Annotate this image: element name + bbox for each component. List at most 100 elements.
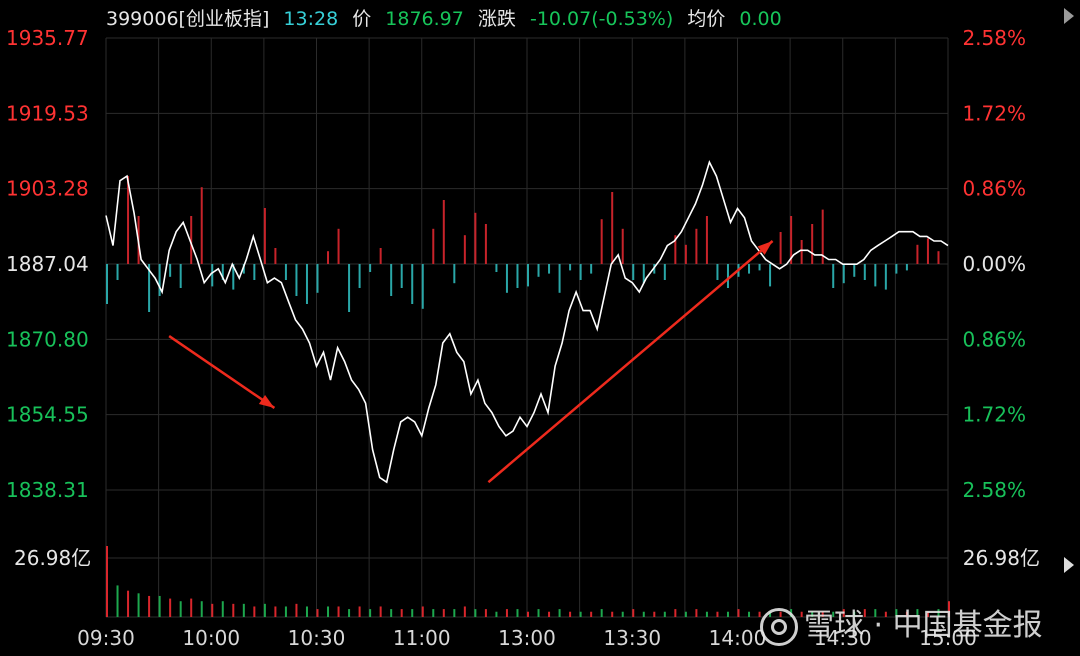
- volume-bar: [811, 611, 814, 617]
- volume-bar: [453, 609, 456, 617]
- diff-bar: [421, 264, 424, 309]
- diff-bar: [158, 264, 161, 296]
- right-tick-label: 0.00%: [962, 252, 1026, 276]
- volume-bar: [400, 609, 403, 617]
- volume-bar: [726, 611, 729, 617]
- diff-bar: [369, 264, 372, 272]
- avg-label: 均价: [687, 8, 726, 30]
- avg-value: 0.00: [739, 8, 782, 30]
- diff-bar: [537, 264, 540, 277]
- volume-bar: [611, 611, 614, 617]
- volume-bar: [684, 611, 687, 617]
- x-tick-label: 11:00: [393, 626, 451, 650]
- left-tick-label: 1887.04: [6, 252, 89, 276]
- price-label: 价: [352, 8, 372, 30]
- volume-bar: [842, 609, 845, 617]
- diff-bar: [779, 232, 782, 264]
- diff-bar: [926, 238, 929, 264]
- diff-bar: [190, 216, 193, 264]
- diff-bar: [569, 264, 572, 271]
- volume-bar: [137, 593, 140, 617]
- volume-bar: [705, 611, 708, 617]
- diff-bar: [148, 264, 151, 312]
- volume-bar: [495, 611, 498, 617]
- diff-bar: [832, 264, 835, 288]
- trend-arrow-head-icon: [757, 240, 773, 255]
- volume-bar: [937, 609, 940, 617]
- volume-bar: [442, 609, 445, 617]
- diff-bar: [253, 264, 256, 280]
- right-tick-label: 0.86%: [962, 177, 1026, 201]
- left-tick-label: 1870.80: [6, 327, 89, 351]
- volume-bar: [484, 609, 487, 617]
- quote-header: 399006[创业板指] 13:28 价 1876.97 涨跌 -10.07(-…: [106, 4, 790, 31]
- diff-bar: [663, 264, 666, 280]
- volume-bar: [621, 611, 624, 617]
- volume-bar: [916, 609, 919, 617]
- diff-bar: [684, 244, 687, 264]
- volume-bar: [874, 609, 877, 617]
- diff-bar: [590, 264, 593, 274]
- volume-max-label-left: 26.98亿: [14, 546, 91, 570]
- volume-bar: [642, 611, 645, 617]
- volume-bar: [242, 603, 245, 617]
- diff-bar: [716, 264, 719, 280]
- diff-bar: [790, 216, 793, 264]
- change-label: 涨跌: [477, 8, 516, 30]
- left-tick-label: 1838.31: [6, 478, 89, 502]
- snowball-logo-icon: [760, 607, 798, 646]
- volume-bar: [832, 611, 835, 617]
- watermark-text: 雪球 · 中国基金报: [804, 608, 1043, 643]
- diff-bar: [527, 264, 529, 287]
- diff-bar: [379, 248, 382, 264]
- x-tick-label: 10:00: [182, 626, 240, 650]
- diff-bar: [127, 176, 130, 264]
- volume-bar: [421, 606, 424, 617]
- diff-bar: [179, 264, 182, 288]
- diff-bar: [106, 264, 108, 304]
- volume-bar: [337, 606, 340, 617]
- volume-bar: [379, 606, 382, 617]
- diff-bar: [611, 192, 614, 264]
- volume-bar: [284, 606, 287, 617]
- diff-bar: [937, 251, 940, 264]
- volume-bar: [695, 609, 698, 617]
- diff-bar: [200, 187, 203, 264]
- diff-bar: [316, 264, 319, 293]
- diff-bar: [916, 244, 919, 264]
- volume-bar: [948, 601, 950, 617]
- diff-bar: [411, 264, 414, 304]
- volume-bar: [463, 606, 466, 617]
- volume-bar: [211, 603, 214, 617]
- volume-bar: [179, 601, 182, 617]
- diff-bar: [642, 264, 645, 284]
- diff-bar: [558, 264, 561, 293]
- volume-bar: [327, 606, 330, 617]
- expand-right-arrow-icon[interactable]: [1064, 557, 1074, 573]
- diff-bar: [295, 264, 298, 296]
- volume-bar: [106, 546, 108, 617]
- diff-bar: [442, 200, 445, 264]
- diff-bar: [516, 264, 519, 288]
- volume-bar: [600, 609, 603, 617]
- diff-bar: [284, 264, 287, 280]
- volume-bar: [305, 606, 308, 617]
- price-line: [105, 160, 949, 484]
- left-tick-label: 1854.55: [6, 403, 89, 427]
- volume-max-label-right: 26.98亿: [963, 546, 1040, 570]
- trend-arrow-head-icon: [258, 394, 275, 408]
- trend-arrow-rebound: [487, 240, 774, 484]
- diff-bar: [337, 228, 340, 264]
- volume-bar: [505, 609, 508, 617]
- volume-bar: [274, 606, 277, 617]
- diff-bar: [348, 264, 351, 312]
- diff-bar: [358, 264, 361, 288]
- diff-bar: [874, 264, 877, 287]
- diff-bar: [705, 216, 708, 264]
- diff-bar: [726, 264, 729, 288]
- volume-bar: [221, 601, 224, 617]
- diff-bar: [632, 264, 635, 280]
- volume-bar: [716, 611, 719, 617]
- scroll-right-arrow-icon[interactable]: [1064, 8, 1074, 24]
